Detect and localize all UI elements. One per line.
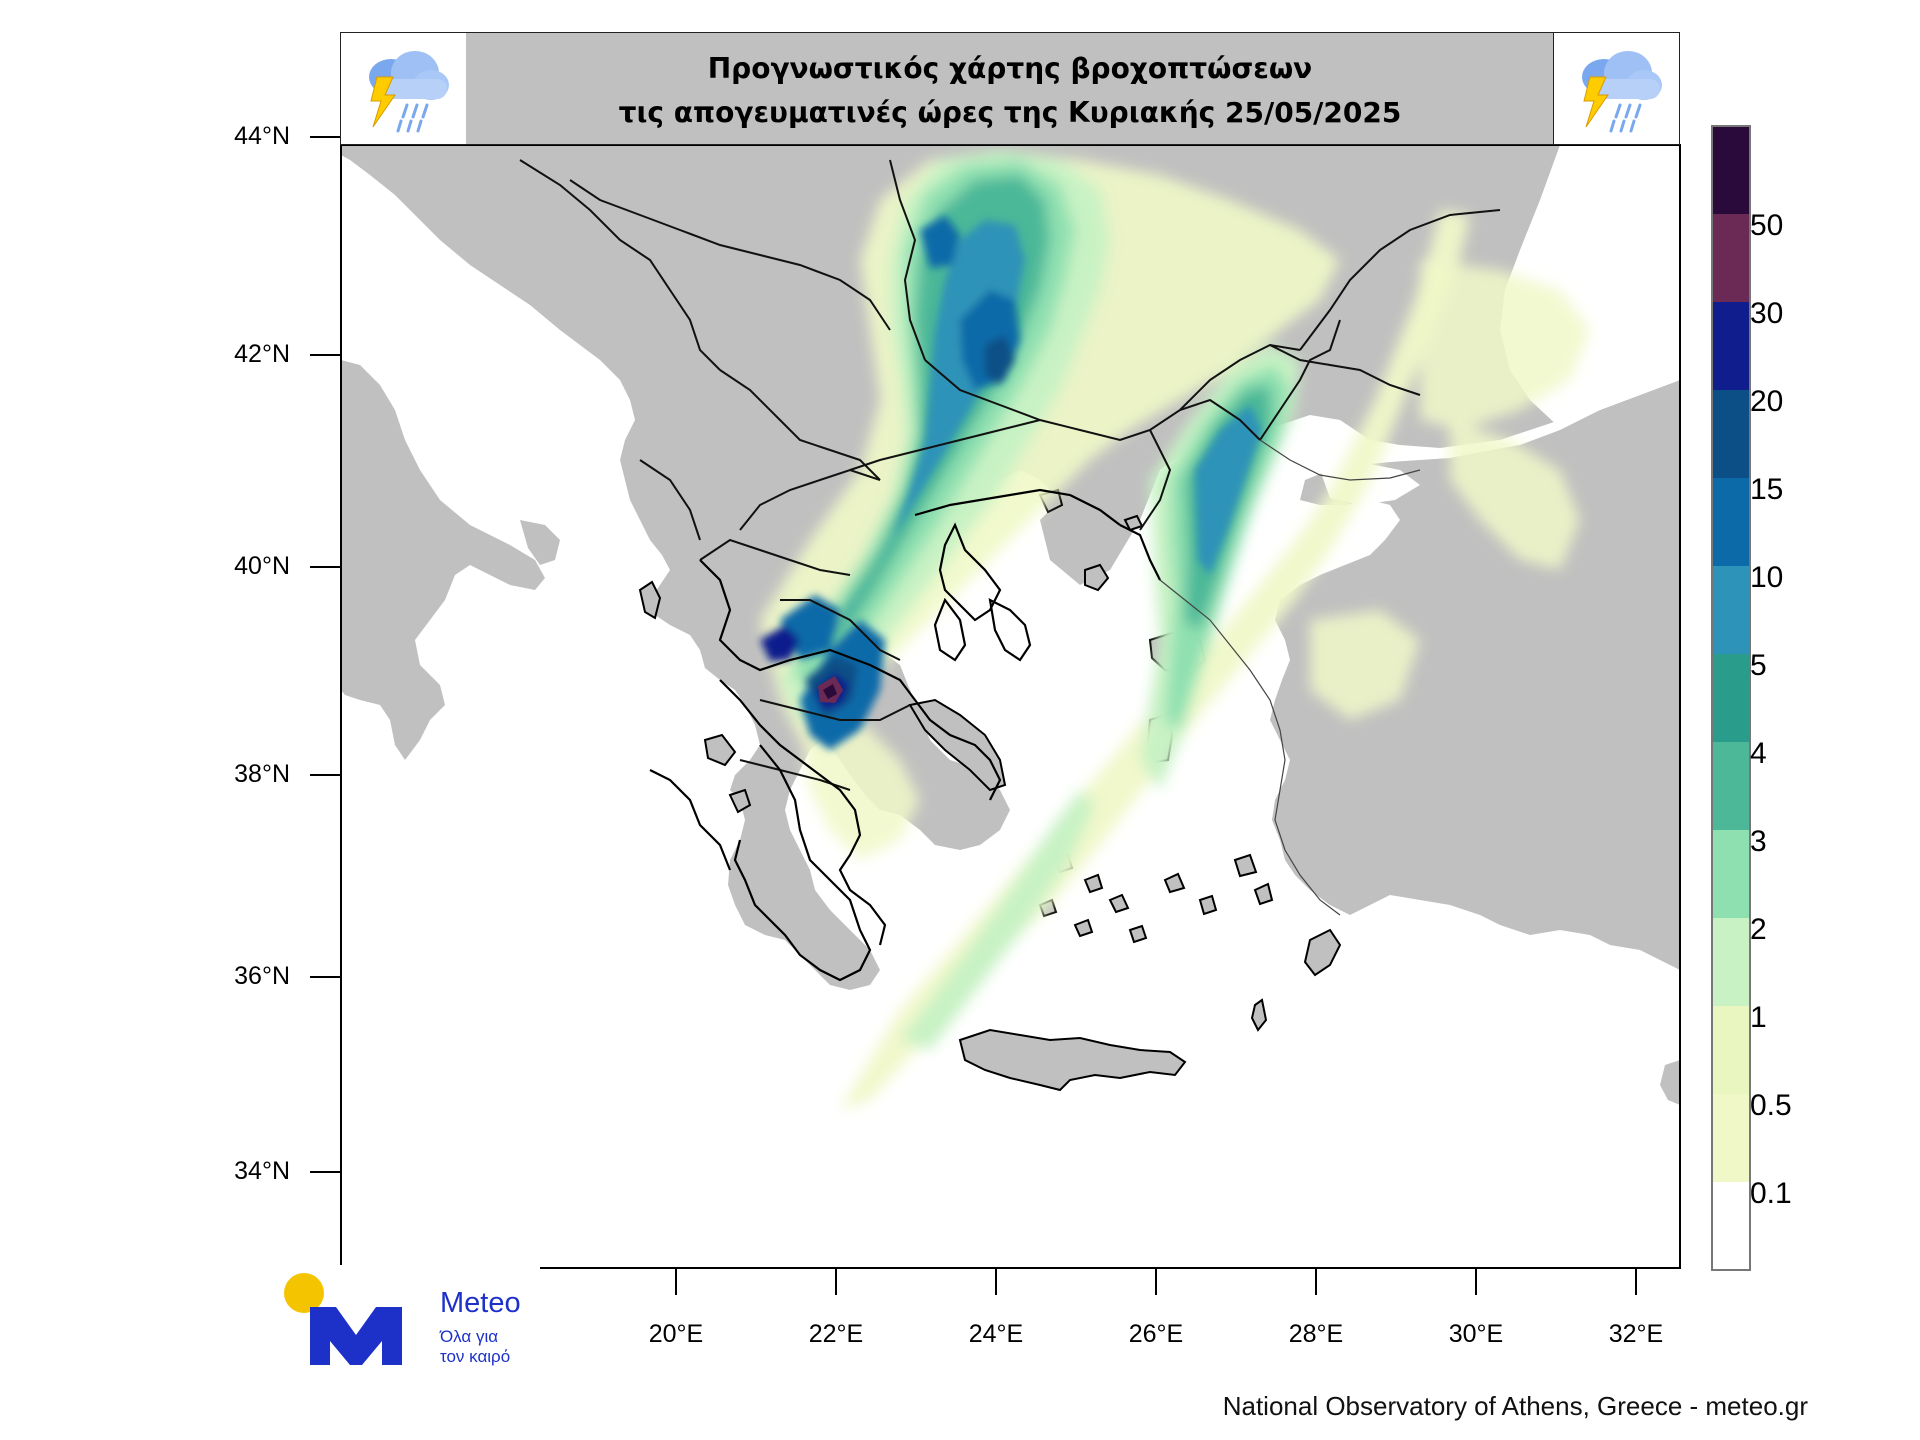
thunderstorm-cloud-icon [369,51,449,133]
lon-label-24: 24°E [968,1320,1024,1348]
lat-label-42: 42°N [234,340,290,368]
meteo-logo: Meteo Όλα για τον καιρό [280,1265,540,1380]
credit-line: National Observatory of Athens, Greece -… [1222,1391,1808,1421]
legend-swatch [1712,566,1750,654]
legend-label-0-1: 0.1 [1750,1177,1792,1210]
title-box: Προγνωστικός χάρτης βροχοπτώσεων τις απο… [340,32,1680,145]
legend-label-4: 4 [1750,737,1767,770]
legend-swatch [1712,1182,1750,1270]
legend-swatch [1712,1094,1750,1182]
legend-label-0-5: 0.5 [1750,1089,1792,1122]
title-line-2: τις απογευματινές ώρες της Κυριακής 25/0… [618,96,1402,129]
zakynthos-island [728,788,752,814]
legend-label-10: 10 [1750,561,1784,594]
latitude-ticks [310,136,341,1173]
cephalonia-island [703,733,737,767]
turkish-coastline [1159,439,1421,916]
legend-label-50: 50 [1750,209,1784,242]
lat-label-40: 40°N [234,552,290,580]
title-icon-right-box [1553,33,1679,144]
greek-coastline [649,488,1161,982]
lon-label-28: 28°E [1288,1320,1344,1348]
legend-label-5: 5 [1750,649,1767,682]
legend-outline [1711,125,1751,1271]
legend-swatch [1712,918,1750,1006]
rhodes-island [1303,928,1342,977]
legend-swatch [1712,478,1750,566]
meteo-tagline-line-1: Όλα για [440,1327,499,1346]
legend-swatch [1712,302,1750,390]
country-borders [519,159,1501,791]
precipitation-max-spot-core [823,684,837,699]
legend-swatch [1712,654,1750,742]
balkans-landmass [341,145,1680,990]
legend-label-20: 20 [1750,385,1784,418]
meteo-m-logo-icon [284,1273,402,1365]
crete-island [958,1028,1187,1092]
lon-label-20: 20°E [648,1320,704,1348]
anatolia-landmass [1270,380,1680,970]
italy-landmass [341,360,545,760]
thunderstorm-cloud-icon [1582,51,1662,133]
legend-label-2: 2 [1750,913,1767,946]
legend-swatch [1712,742,1750,830]
lon-label-22: 22°E [808,1320,864,1348]
lon-label-26: 26°E [1128,1320,1184,1348]
legend-label-3: 3 [1750,825,1767,858]
lon-label-30: 30°E [1448,1320,1504,1348]
legend-swatch [1712,126,1750,214]
lon-label-32: 32°E [1608,1320,1664,1348]
map-frame [340,144,1681,1269]
meteo-logo-name: Meteo [440,1287,521,1319]
italy-heel [520,520,560,565]
meteo-logo-tagline: Όλα για τον καιρό [440,1327,510,1367]
map-title: Προγνωστικός χάρτης βροχοπτώσεων τις απο… [466,47,1554,135]
legend-label-15: 15 [1750,473,1784,506]
dalmatian-islands [400,240,500,332]
meteo-tagline-line-2: τον καιρό [440,1347,511,1366]
lat-label-36: 36°N [234,962,290,990]
lat-label-38: 38°N [234,760,290,788]
legend-swatch [1712,830,1750,918]
lemnos-island [1084,563,1110,592]
title-icon-left-box [341,33,466,144]
corfu-island [638,580,662,620]
title-line-1: Προγνωστικός χάρτης βροχοπτώσεων [707,52,1313,85]
legend-swatch [1712,214,1750,302]
lat-label-34: 34°N [234,1157,290,1185]
legend-swatch [1712,390,1750,478]
legend-label-1: 1 [1750,1001,1767,1034]
precipitation-legend-bar [1711,125,1751,1271]
cyprus-edge [1660,1060,1680,1105]
legend-label-30: 30 [1750,297,1784,330]
karpathos-island [1250,998,1268,1032]
longitude-ticks [675,1268,1637,1295]
lat-label-44: 44°N [234,122,290,150]
legend-swatch [1712,1006,1750,1094]
